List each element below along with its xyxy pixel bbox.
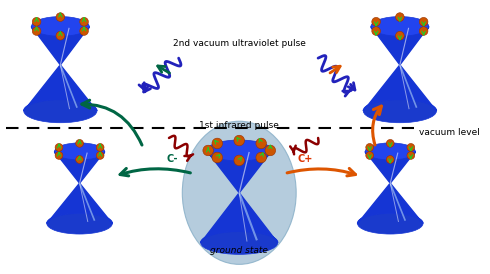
Ellipse shape [24, 99, 97, 123]
Ellipse shape [212, 152, 222, 163]
Ellipse shape [407, 152, 415, 159]
Ellipse shape [363, 99, 437, 123]
Ellipse shape [234, 155, 245, 166]
Polygon shape [206, 150, 272, 193]
Ellipse shape [201, 231, 278, 254]
Ellipse shape [358, 213, 423, 234]
Ellipse shape [371, 16, 429, 36]
Ellipse shape [55, 144, 63, 151]
Ellipse shape [54, 143, 104, 160]
Ellipse shape [395, 13, 404, 21]
Ellipse shape [96, 144, 104, 151]
Polygon shape [47, 183, 112, 224]
Ellipse shape [56, 32, 65, 40]
Polygon shape [31, 26, 89, 65]
Text: C-: C- [166, 154, 178, 164]
Ellipse shape [366, 152, 373, 159]
Text: 2nd vacuum ultraviolet pulse: 2nd vacuum ultraviolet pulse [173, 39, 306, 48]
Polygon shape [201, 193, 278, 243]
Ellipse shape [75, 139, 83, 147]
Ellipse shape [365, 143, 415, 160]
Ellipse shape [56, 13, 65, 21]
Ellipse shape [407, 144, 415, 151]
Ellipse shape [234, 135, 245, 146]
Ellipse shape [372, 27, 380, 35]
Text: vacuum level: vacuum level [419, 128, 480, 137]
Ellipse shape [206, 140, 272, 161]
Ellipse shape [32, 17, 41, 26]
Polygon shape [358, 183, 423, 224]
Ellipse shape [256, 138, 267, 149]
Text: 1st infrared pulse: 1st infrared pulse [199, 121, 279, 130]
Ellipse shape [366, 144, 373, 151]
Ellipse shape [80, 17, 88, 26]
Ellipse shape [372, 17, 380, 26]
Ellipse shape [31, 16, 89, 36]
Ellipse shape [386, 139, 394, 147]
Ellipse shape [265, 145, 275, 156]
Ellipse shape [96, 152, 104, 159]
Ellipse shape [203, 145, 214, 156]
Ellipse shape [256, 152, 267, 163]
Text: ground state: ground state [210, 246, 268, 255]
Ellipse shape [32, 27, 41, 35]
Ellipse shape [75, 156, 83, 163]
Polygon shape [365, 152, 415, 183]
Ellipse shape [419, 27, 428, 35]
Polygon shape [24, 65, 97, 111]
Ellipse shape [419, 17, 428, 26]
Polygon shape [363, 65, 437, 111]
Ellipse shape [386, 156, 394, 163]
Ellipse shape [80, 27, 88, 35]
Polygon shape [371, 26, 429, 65]
Ellipse shape [395, 32, 404, 40]
Ellipse shape [55, 152, 63, 159]
Text: C+: C+ [298, 154, 313, 164]
Ellipse shape [182, 121, 296, 264]
Polygon shape [54, 152, 104, 183]
Ellipse shape [47, 213, 112, 234]
Ellipse shape [212, 138, 222, 149]
